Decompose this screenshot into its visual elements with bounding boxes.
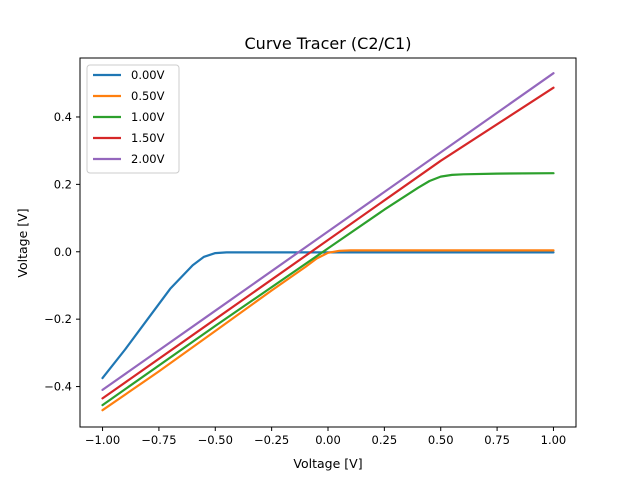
y-tick-label: −0.2	[44, 312, 72, 326]
y-tick-label: −0.4	[44, 380, 72, 394]
series-line-0.00V	[101, 251, 555, 380]
x-tick-label: −0.25	[254, 433, 289, 447]
x-tick-label: 1.00	[541, 433, 567, 447]
x-tick-label: 0.50	[428, 433, 454, 447]
chart-title: Curve Tracer (C2/C1)	[245, 34, 412, 53]
series-line-2.00V	[101, 72, 555, 391]
plot-area	[101, 72, 555, 412]
x-tick-label: −1.00	[85, 433, 120, 447]
legend-label: 0.00V	[131, 68, 165, 82]
legend-label: 2.00V	[131, 152, 165, 166]
x-axis-label: Voltage [V]	[293, 456, 362, 471]
legend-label: 1.00V	[131, 110, 165, 124]
x-tick-label: 0.25	[372, 433, 398, 447]
y-axis: −0.4 −0.2 0.0 0.2 0.4	[44, 110, 80, 394]
series-line-0.50V	[101, 249, 555, 412]
y-tick-label: 0.2	[54, 177, 72, 191]
legend-label: 1.50V	[131, 131, 165, 145]
series-line-1.50V	[101, 86, 555, 400]
legend: 0.00V 0.50V 1.00V 1.50V 2.00V	[86, 64, 180, 174]
y-tick-label: 0.4	[54, 110, 72, 124]
x-tick-label: 0.00	[315, 433, 341, 447]
x-tick-label: 0.75	[484, 433, 510, 447]
y-tick-label: 0.0	[54, 245, 72, 259]
x-axis: −1.00 −0.75 −0.50 −0.25 0.00 0.25 0.50 0.75 1.00	[85, 427, 566, 447]
series-line-1.00V	[101, 172, 555, 407]
x-tick-label: −0.50	[198, 433, 233, 447]
y-axis-label: Voltage [V]	[15, 208, 30, 277]
legend-frame	[86, 64, 180, 174]
x-tick-label: −0.75	[141, 433, 176, 447]
legend-label: 0.50V	[131, 89, 165, 103]
